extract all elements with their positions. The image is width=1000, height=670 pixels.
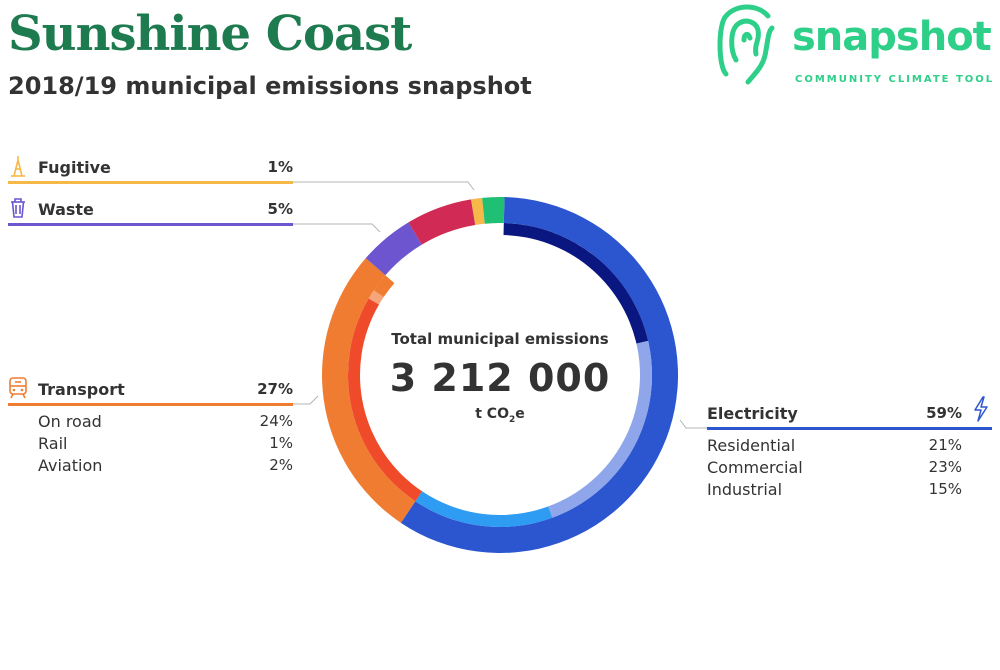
oil-rig-icon	[11, 156, 25, 177]
legend-transport-rail: Rail 1%	[38, 434, 293, 453]
page-subtitle: 2018/19 municipal emissions snapshot	[8, 72, 532, 100]
legend-fugitive: Fugitive 1%	[8, 156, 293, 184]
legend-electricity-name: Electricity	[707, 404, 798, 423]
train-icon	[9, 377, 27, 399]
legend-transport-on-road: On road 24%	[38, 412, 293, 431]
donut-inner-segment-aviation-2	[373, 275, 395, 298]
donut-inner-segment-residential-0	[503, 223, 649, 344]
legend-waste: Waste 5%	[8, 198, 293, 226]
donut-outer-segment-fugitive-4	[471, 197, 485, 226]
total-label: Total municipal emissions	[391, 330, 609, 348]
donut-outer-segment-unlabelled-3	[408, 199, 476, 245]
donut-outer-segment-transport-1	[321, 258, 416, 523]
fingerprint-icon	[717, 4, 775, 85]
leader-line-fugitive	[293, 181, 475, 191]
donut-inner-segment-industrial-2	[415, 491, 553, 527]
legend-electricity-underline	[707, 427, 992, 430]
donut-inner-segment-on-road-0	[348, 298, 423, 502]
leader-line-electricity	[679, 419, 707, 429]
legend-transport: Transport 27% On road 24% Rail 1% Aviati…	[8, 377, 293, 478]
leader-line-transport	[293, 395, 319, 405]
donut-outer-segment-unlabelled-5	[482, 196, 505, 224]
legend-electricity-commercial: Commercial 23%	[707, 458, 962, 477]
page-title: Sunshine Coast	[8, 6, 412, 62]
legend-transport-name: Transport	[38, 380, 125, 399]
lightning-icon	[974, 396, 988, 422]
legend-electricity-industrial: Industrial 15%	[707, 480, 962, 499]
legend-electricity-pct: 59%	[926, 404, 962, 422]
legend-waste-name: Waste	[38, 200, 94, 219]
legend-transport-pct: 27%	[257, 380, 293, 398]
legend-waste-underline	[8, 223, 293, 226]
donut-inner-segment-rail-1	[368, 290, 384, 305]
legend-electricity: Electricity 59% Residential 21% Commerci…	[677, 404, 992, 502]
legend-fugitive-name: Fugitive	[38, 158, 111, 177]
leader-line-waste	[293, 223, 381, 233]
total-value: 3 212 000	[389, 356, 611, 400]
trash-can-icon	[11, 198, 25, 218]
logo-wordmark: snapshot	[792, 14, 992, 60]
total-unit: t CO2e	[475, 406, 525, 425]
logo-tagline: COMMUNITY CLIMATE TOOL	[795, 74, 995, 85]
snapshot-logo: snapshot COMMUNITY CLIMATE TOOL	[712, 0, 1000, 90]
donut-outer-segment-electricity-0	[400, 197, 678, 553]
donut-outer-segment-waste-2	[365, 222, 422, 276]
legend-waste-pct: 5%	[267, 200, 293, 218]
legend-transport-aviation: Aviation 2%	[38, 456, 293, 475]
donut-inner-segment-commercial-1	[548, 340, 653, 518]
legend-transport-underline	[8, 403, 293, 406]
legend-electricity-residential: Residential 21%	[707, 436, 962, 455]
legend-fugitive-underline	[8, 181, 293, 184]
legend-fugitive-pct: 1%	[267, 158, 293, 176]
